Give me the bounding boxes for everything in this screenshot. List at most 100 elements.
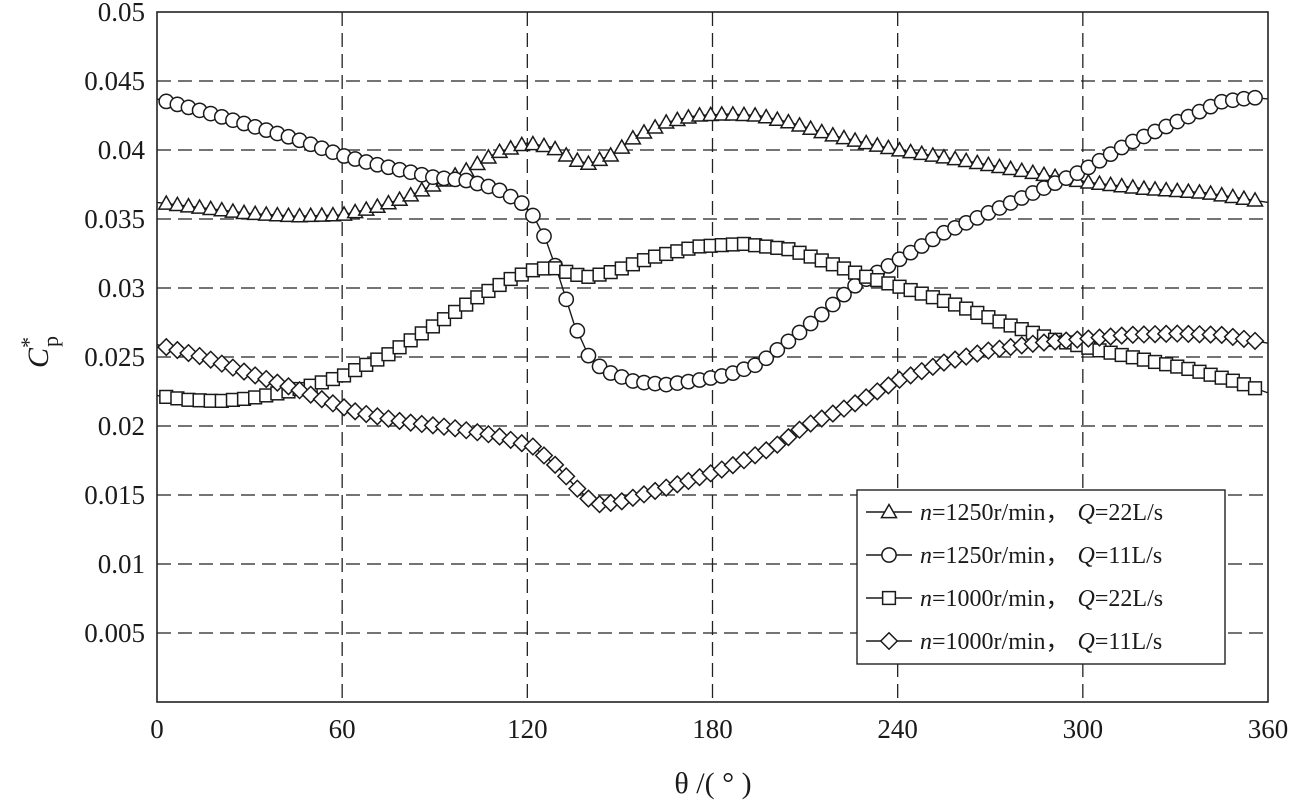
data-point-circle bbox=[802, 315, 819, 332]
data-point-triangle bbox=[712, 105, 731, 121]
legend-entry: n=1250r/min， Q=11L/s bbox=[866, 543, 1162, 569]
data-point-diamond bbox=[767, 435, 787, 454]
legend-label: n=1250r/min， Q=11L/s bbox=[920, 543, 1162, 569]
data-point-triangle bbox=[1146, 180, 1164, 196]
plot-frame bbox=[156, 11, 1269, 703]
data-point-triangle bbox=[1246, 191, 1264, 207]
data-point-triangle bbox=[590, 150, 609, 167]
data-point-triangle bbox=[724, 105, 742, 121]
data-point-diamond bbox=[556, 467, 576, 486]
data-point-diamond bbox=[1245, 331, 1265, 351]
x-tick-label: 360 bbox=[1248, 714, 1289, 744]
data-point-triangle bbox=[835, 128, 853, 145]
data-point-triangle bbox=[601, 146, 620, 162]
legend-entry: n=1250r/min， Q=22L/s bbox=[866, 500, 1163, 526]
data-point-triangle bbox=[568, 151, 587, 168]
data-point-triangle bbox=[190, 198, 209, 214]
x-tick-label: 120 bbox=[507, 714, 548, 744]
data-point-triangle bbox=[1124, 178, 1142, 194]
data-point-triangle bbox=[868, 136, 887, 152]
data-point-triangle bbox=[201, 199, 220, 216]
data-point-triangle bbox=[968, 153, 987, 170]
data-point-triangle bbox=[313, 206, 331, 222]
data-point-triangle bbox=[757, 108, 775, 124]
data-point-circle bbox=[813, 306, 830, 323]
data-point-circle bbox=[513, 195, 530, 212]
data-point-circle bbox=[558, 291, 575, 308]
data-point-triangle bbox=[535, 136, 553, 153]
series-triangle bbox=[156, 105, 1269, 223]
data-point-triangle bbox=[701, 105, 720, 122]
x-tick-label: 180 bbox=[692, 714, 733, 744]
data-point-diamond bbox=[434, 417, 454, 436]
y-tick-label: 0.035 bbox=[84, 204, 145, 234]
data-point-triangle bbox=[1179, 182, 1198, 198]
legend-marker-diamond bbox=[879, 631, 899, 651]
data-point-circle bbox=[525, 207, 541, 224]
data-point-triangle bbox=[390, 190, 409, 207]
data-point-circle bbox=[836, 286, 852, 303]
y-tick-label: 0.04 bbox=[98, 135, 146, 165]
data-point-triangle bbox=[1168, 181, 1187, 198]
legend-box bbox=[856, 489, 1226, 665]
data-point-triangle bbox=[690, 106, 709, 122]
data-point-triangle bbox=[990, 157, 1009, 174]
data-point-triangle bbox=[612, 138, 631, 154]
legend-label: n=1000r/min， Q=22L/s bbox=[920, 586, 1163, 612]
data-point-triangle bbox=[746, 106, 764, 122]
data-point-triangle bbox=[768, 110, 787, 127]
data-point-triangle bbox=[257, 205, 276, 221]
data-point-triangle bbox=[290, 207, 309, 223]
data-point-triangle bbox=[246, 204, 264, 221]
y-tick-label: 0.025 bbox=[84, 342, 145, 372]
data-point-circle bbox=[536, 228, 552, 245]
data-point-circle bbox=[1247, 89, 1263, 106]
data-point-triangle bbox=[546, 140, 564, 156]
data-point-triangle bbox=[557, 146, 576, 162]
data-point-diamond bbox=[534, 446, 554, 465]
y-tick-label: 0.01 bbox=[98, 549, 145, 579]
data-point-square bbox=[1247, 381, 1263, 396]
data-point-diamond bbox=[401, 413, 420, 432]
y-axis-label-text: C*p bbox=[16, 336, 63, 368]
legend: n=1250r/min， Q=22L/s n=1250r/min， Q=11L/s n=… bbox=[856, 489, 1226, 665]
data-point-triangle bbox=[924, 146, 942, 162]
data-point-triangle bbox=[946, 149, 964, 166]
data-point-triangle bbox=[1190, 183, 1209, 199]
data-point-triangle bbox=[168, 195, 187, 212]
data-point-triangle bbox=[957, 151, 975, 168]
data-point-triangle bbox=[512, 135, 531, 152]
legend-label: n=1000r/min， Q=11L/s bbox=[920, 629, 1162, 655]
y-tick-label: 0.005 bbox=[84, 618, 145, 648]
x-tick-label: 0 bbox=[150, 714, 164, 744]
data-point-circle bbox=[758, 350, 775, 367]
data-point-triangle bbox=[1135, 179, 1153, 195]
data-point-triangle bbox=[735, 105, 753, 122]
data-point-diamond bbox=[390, 411, 409, 431]
data-point-square bbox=[425, 319, 441, 334]
data-point-triangle bbox=[1012, 161, 1031, 178]
data-point-triangle bbox=[1235, 189, 1253, 206]
y-tick-label: 0.02 bbox=[98, 411, 145, 441]
data-point-square bbox=[436, 312, 452, 327]
data-point-square bbox=[459, 297, 474, 312]
data-point-triangle bbox=[779, 113, 798, 129]
data-point-triangle bbox=[1024, 163, 1042, 180]
x-tick-label: 300 bbox=[1063, 714, 1104, 744]
data-point-triangle bbox=[912, 144, 931, 161]
x-axis-label: θ /( ° ) bbox=[674, 767, 751, 800]
data-point-diamond bbox=[412, 414, 432, 434]
data-point-triangle bbox=[179, 197, 198, 213]
y-tick-label: 0.015 bbox=[84, 480, 145, 510]
data-point-triangle bbox=[935, 148, 953, 164]
series-circle bbox=[156, 89, 1269, 393]
data-point-circle bbox=[791, 324, 808, 341]
data-point-triangle bbox=[213, 201, 231, 217]
x-tick-label: 240 bbox=[877, 714, 918, 744]
data-point-triangle bbox=[157, 194, 176, 210]
legend-marker-triangle bbox=[880, 502, 898, 519]
series-plot-area bbox=[156, 89, 1269, 514]
y-tick-label: 0.03 bbox=[98, 273, 145, 303]
legend-marker-circle bbox=[881, 547, 897, 563]
